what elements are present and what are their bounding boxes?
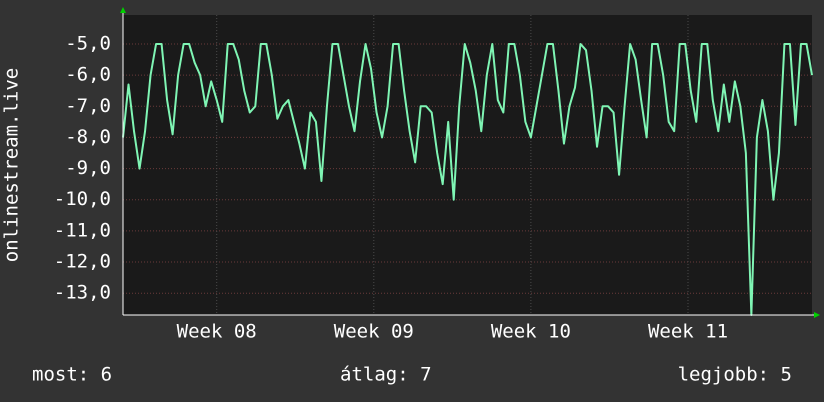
data-line <box>122 42 813 316</box>
footer-average: átlag: 7 <box>340 364 432 386</box>
x-tick-label: Week 09 <box>334 321 414 343</box>
y-tick-label: -5,0 <box>65 32 111 54</box>
y-tick-label: -10,0 <box>54 188 111 210</box>
y-tick-label: -13,0 <box>54 282 111 304</box>
y-axis-label: onlinestream.live <box>1 68 23 262</box>
axis-arrow <box>120 7 126 13</box>
footer-best: legjobb: 5 <box>678 364 792 386</box>
y-tick-label: -8,0 <box>65 126 111 148</box>
x-tick-label: Week 11 <box>648 321 728 343</box>
y-tick-label: -12,0 <box>54 251 111 273</box>
y-tick-label: -7,0 <box>65 95 111 117</box>
footer-current: most: 6 <box>32 364 112 386</box>
y-tick-label: -9,0 <box>65 157 111 179</box>
x-tick-label: Week 08 <box>177 321 257 343</box>
y-tick-label: -6,0 <box>65 64 111 86</box>
y-tick-label: -11,0 <box>54 219 111 241</box>
x-tick-label: Week 10 <box>491 321 571 343</box>
plot-area <box>123 15 812 315</box>
axis-arrow <box>814 312 820 318</box>
